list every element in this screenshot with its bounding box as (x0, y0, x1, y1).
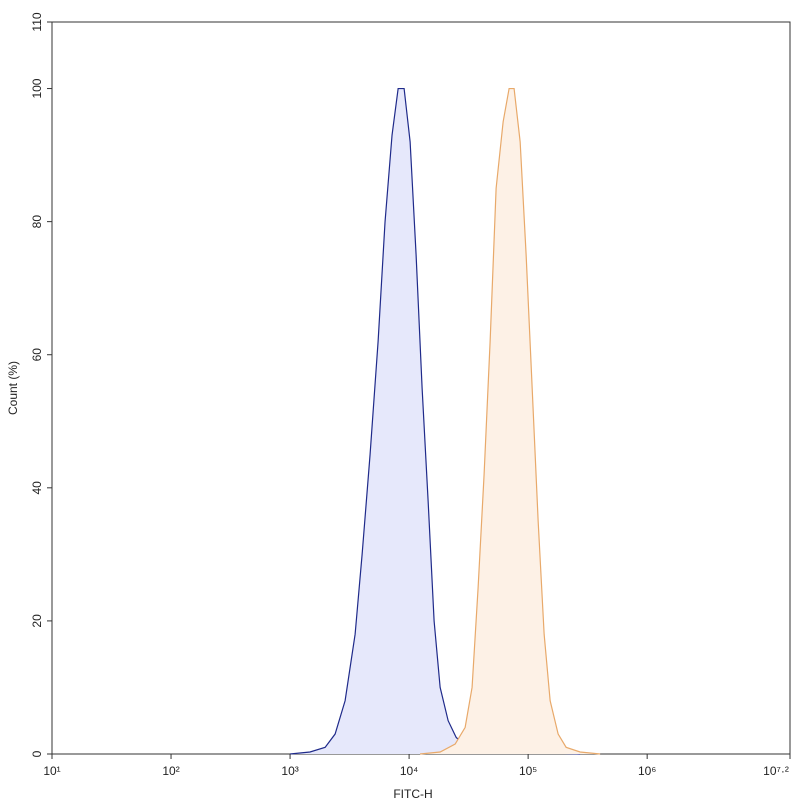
x-tick-label: 10⁷·² (763, 764, 789, 778)
histogram-area (420, 88, 601, 755)
y-tick-label: 20 (30, 614, 44, 628)
x-tick-label: 10¹ (43, 764, 60, 778)
x-axis-label: FITC-H (393, 787, 432, 801)
x-tick-label: 10³ (281, 764, 298, 778)
y-tick-label: 0 (30, 750, 44, 757)
histogram-line (419, 87, 601, 755)
x-tick-label: 10⁴ (400, 764, 419, 778)
y-axis-label: Count (%) (6, 361, 20, 415)
x-tick-label: 10⁶ (638, 764, 656, 778)
x-tick-label: 10² (162, 764, 179, 778)
x-tick-label: 10⁵ (519, 764, 537, 778)
y-tick-label: 110 (30, 12, 44, 31)
y-tick-label: 60 (30, 348, 44, 362)
histogram-area (290, 88, 581, 755)
y-tick-label: 80 (30, 215, 44, 229)
y-tick-label: 100 (30, 78, 44, 98)
y-tick-label: 40 (30, 481, 44, 495)
